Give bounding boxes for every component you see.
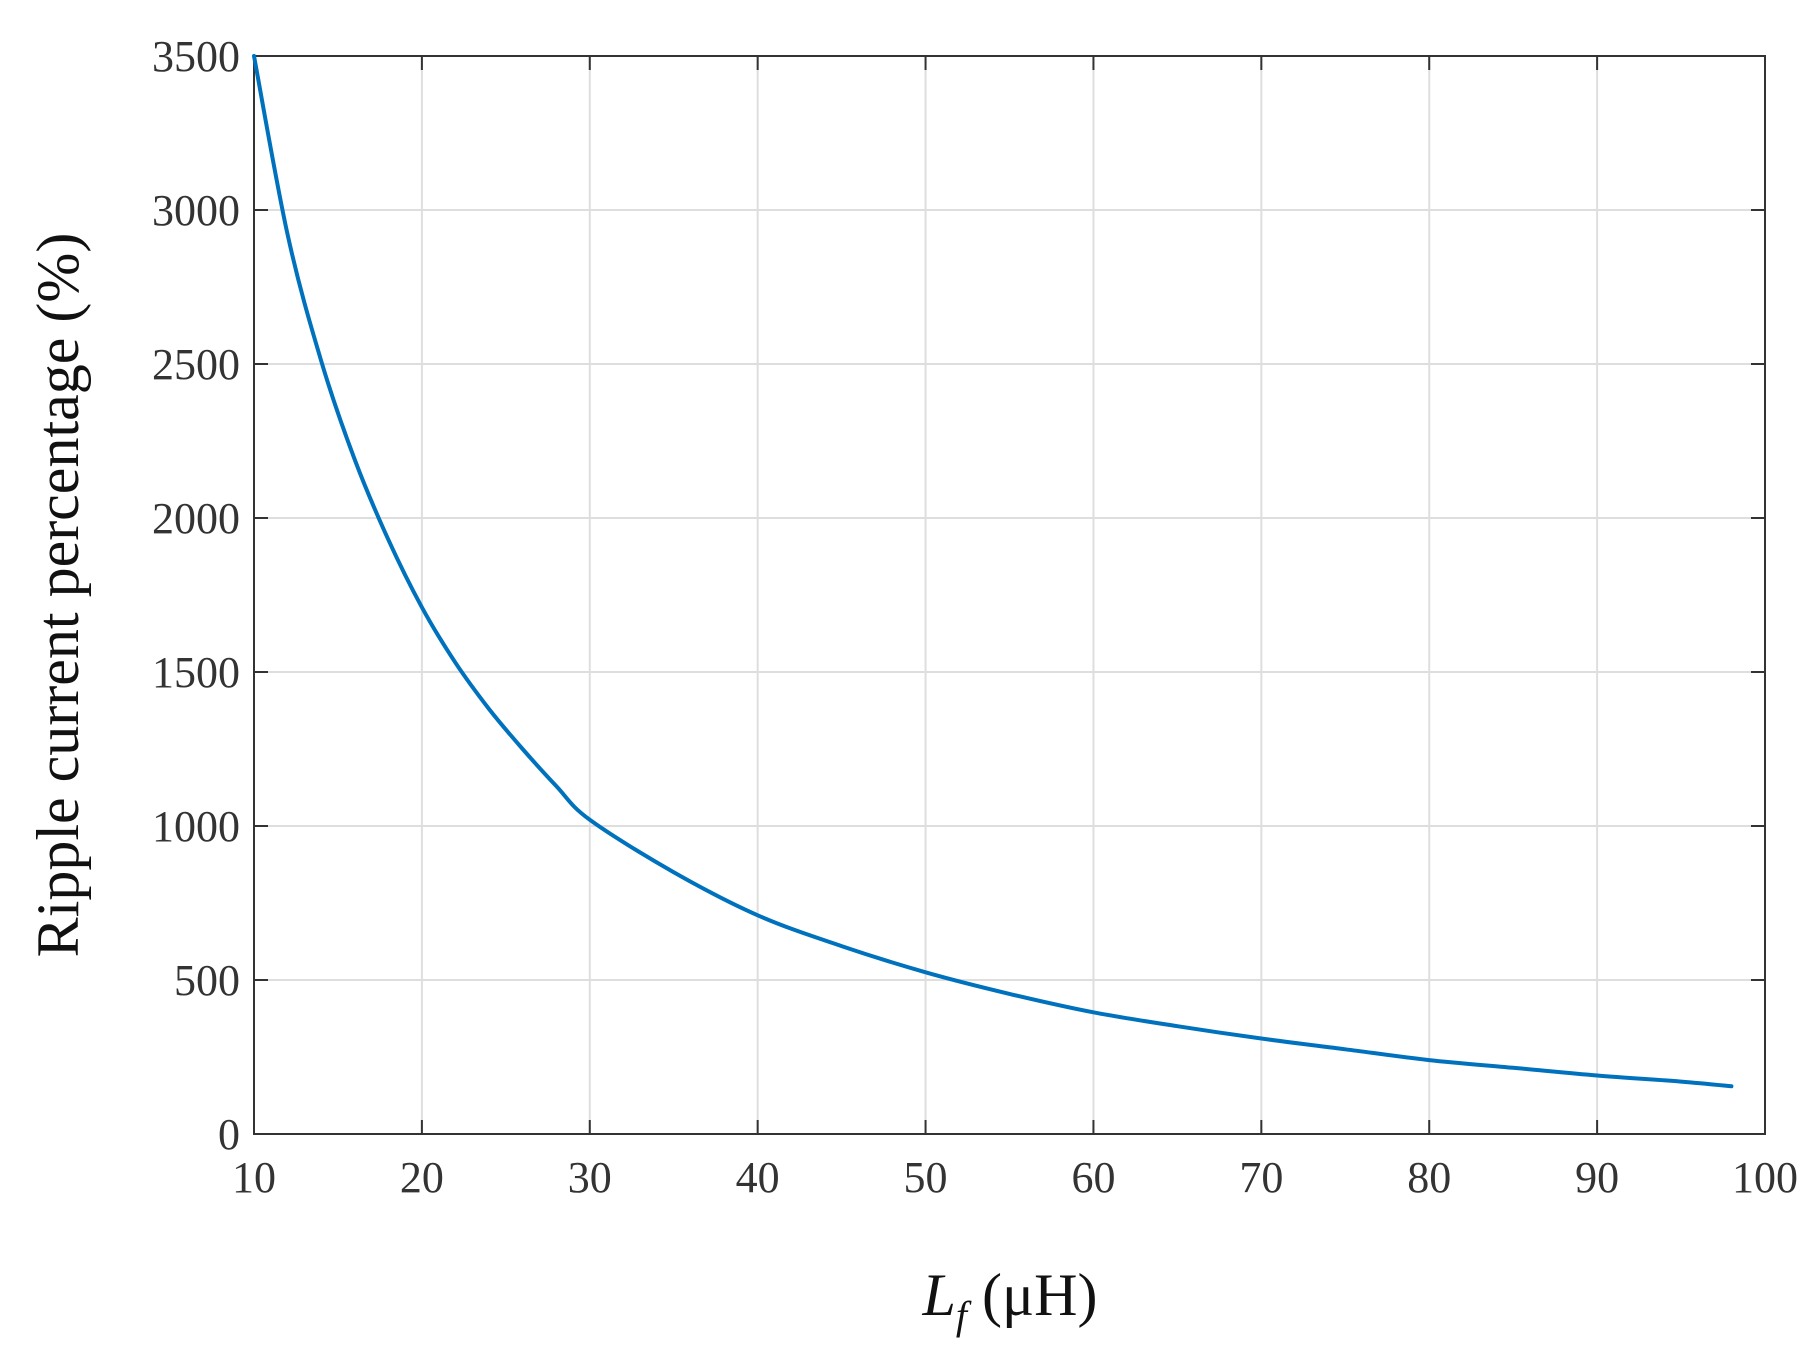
- y-tick-label: 3500: [152, 32, 240, 81]
- x-tick-label: 90: [1575, 1153, 1619, 1202]
- y-tick-label: 1000: [152, 802, 240, 851]
- y-tick-label: 2500: [152, 340, 240, 389]
- grid-lines: [253, 55, 1766, 1135]
- x-tick-label: 20: [400, 1153, 444, 1202]
- x-tick-label: 30: [568, 1153, 612, 1202]
- x-axis-label: Lf (μH): [922, 1262, 1098, 1338]
- y-tick-label: 500: [174, 956, 240, 1005]
- plot-area: [253, 55, 1766, 1135]
- x-tick-labels: 10 20 30 40 50 60 70 80 90 100: [232, 1153, 1798, 1202]
- y-tick-label: 2000: [152, 494, 240, 543]
- y-axis-label: Ripple current percentage (%): [25, 233, 91, 958]
- x-tick-label: 60: [1071, 1153, 1115, 1202]
- y-tick-label: 0: [218, 1110, 240, 1159]
- x-axis-unit: (μH): [967, 1262, 1097, 1328]
- x-tick-label: 80: [1407, 1153, 1451, 1202]
- x-tick-label: 100: [1732, 1153, 1798, 1202]
- y-tick-labels: 0 500 1000 1500 2000 2500 3000 3500: [152, 32, 240, 1159]
- y-tick-label: 1500: [152, 648, 240, 697]
- x-tick-label: 40: [736, 1153, 780, 1202]
- x-axis-symbol: L: [922, 1262, 956, 1328]
- axis-ticks: [253, 55, 1766, 1135]
- y-tick-label: 3000: [152, 186, 240, 235]
- x-tick-label: 70: [1239, 1153, 1283, 1202]
- ripple-current-series-line: [252, 54, 1734, 1089]
- x-tick-label: 10: [232, 1153, 276, 1202]
- x-tick-label: 50: [904, 1153, 948, 1202]
